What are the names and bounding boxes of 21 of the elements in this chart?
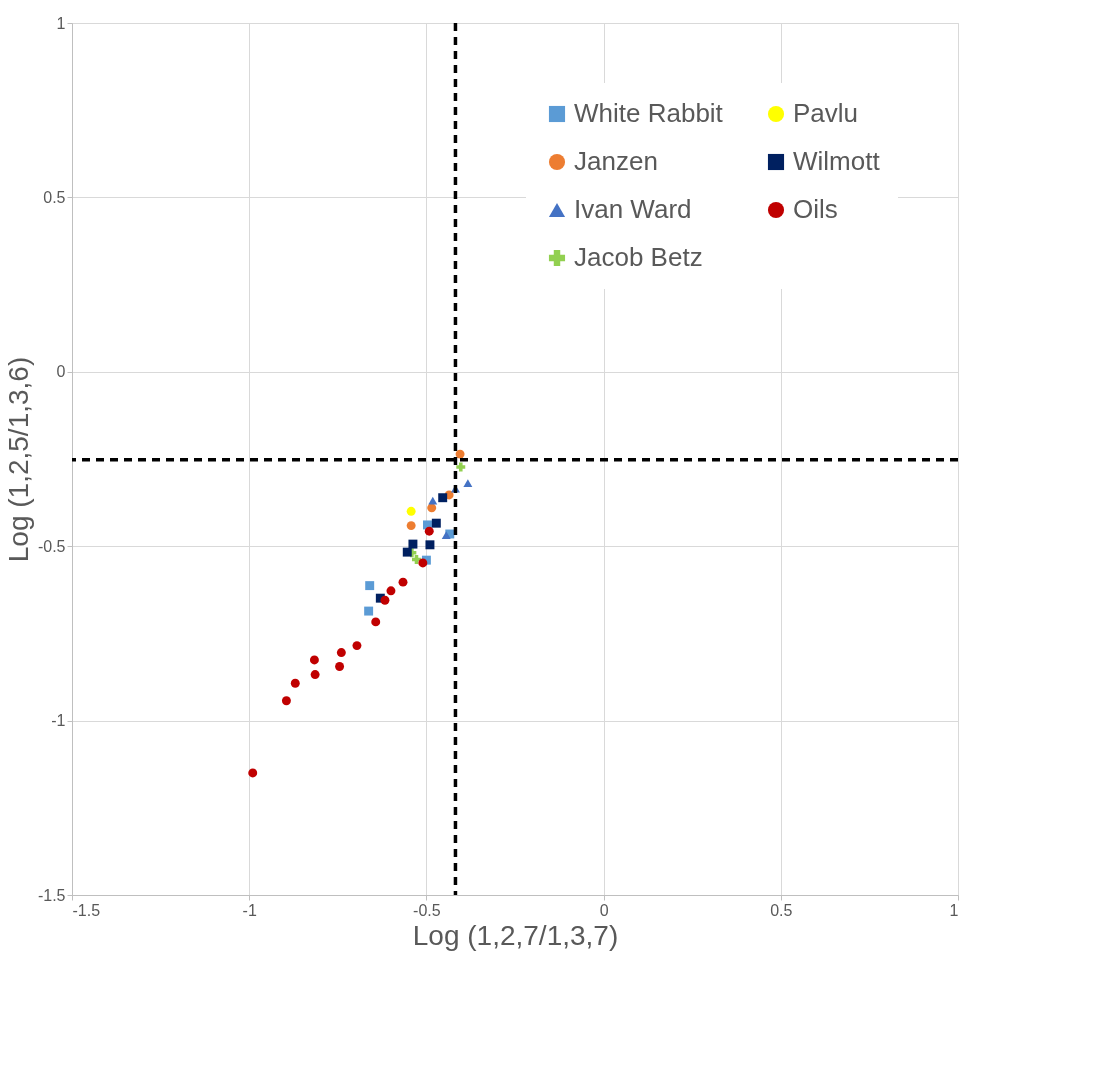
x-tick-label: -0.5 — [413, 901, 441, 919]
x-tick-label: -1 — [242, 901, 257, 919]
legend-label: Pavlu — [793, 98, 859, 128]
x-tick-label: 1 — [949, 901, 959, 919]
x-tick-label: -1.5 — [72, 901, 101, 919]
legend-label: Oils — [793, 194, 838, 224]
x-tick-label: 0.5 — [770, 901, 793, 919]
y-tick-label: 0.5 — [43, 188, 66, 206]
y-tick-label: -1.5 — [37, 886, 66, 904]
legend-label: Ivan Ward — [574, 194, 692, 224]
legend-label: Wilmott — [793, 146, 881, 176]
legend-label: Janzen — [574, 146, 658, 176]
x-tick-label: 0 — [599, 901, 609, 919]
legend-label: Jacob Betz — [574, 242, 703, 272]
y-tick-label: -1 — [51, 712, 66, 730]
legend-label: White Rabbit — [574, 98, 724, 128]
x-axis-title: Log (1,2,7/1,3,7) — [412, 919, 619, 951]
y-tick-label: 0 — [56, 363, 66, 381]
y-tick-label: 1 — [56, 14, 66, 32]
y-tick-label: -0.5 — [37, 537, 66, 555]
y-axis-title: Log (1,2,5/1,3,6) — [2, 356, 34, 563]
